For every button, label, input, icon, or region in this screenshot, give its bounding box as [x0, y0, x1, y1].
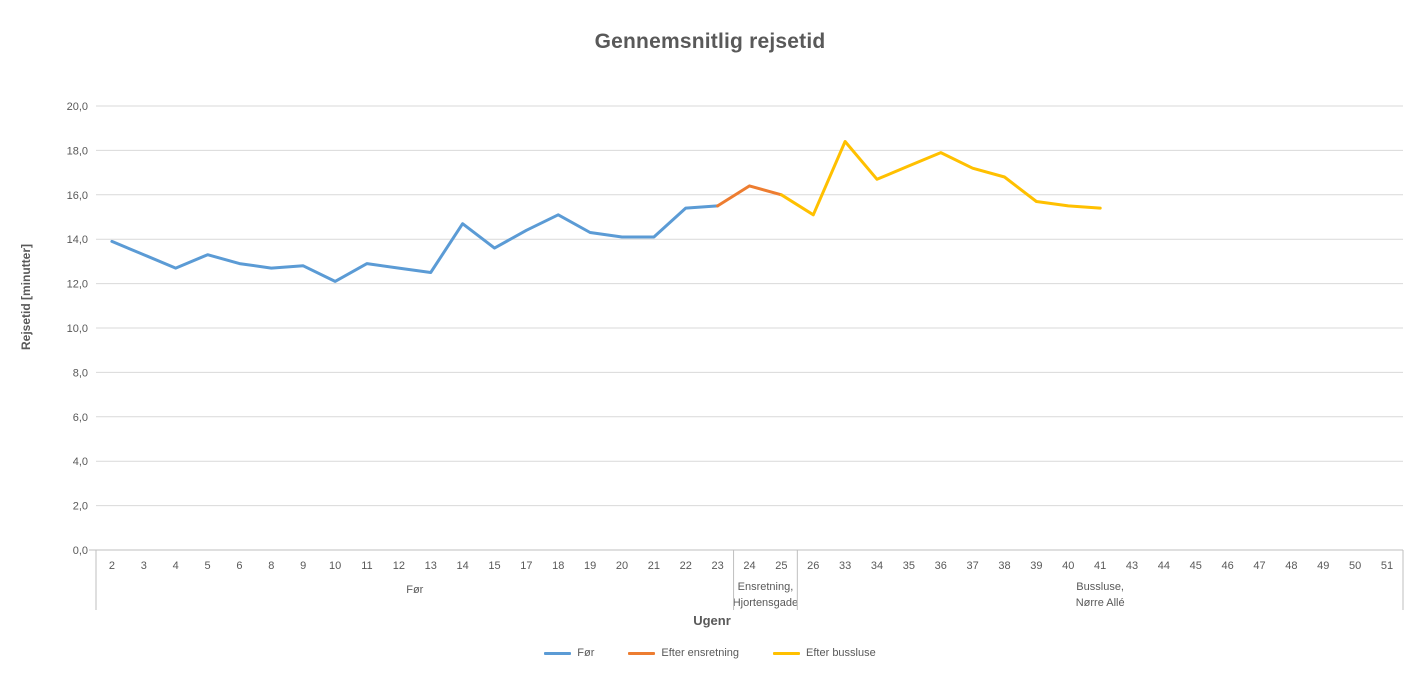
x-tick-label: 41: [1094, 560, 1106, 572]
x-tick-label: 11: [361, 560, 372, 572]
y-tick-label: 2,0: [73, 501, 88, 513]
x-tick-label: 26: [807, 560, 819, 572]
legend-line-swatch: [544, 651, 572, 655]
legend-item-foer: Før: [544, 647, 594, 659]
axis-group-label: Før: [406, 584, 423, 596]
x-tick-label: 39: [1030, 560, 1042, 572]
x-tick-label: 23: [711, 560, 723, 572]
x-tick-label: 33: [839, 560, 851, 572]
y-tick-label: 12,0: [67, 279, 88, 291]
x-tick-label: 45: [1190, 560, 1202, 572]
y-tick-label: 16,0: [67, 190, 88, 202]
x-tick-label: 2: [109, 560, 115, 572]
x-tick-label: 25: [775, 560, 787, 572]
x-tick-label: 6: [236, 560, 242, 572]
x-tick-label: 46: [1222, 560, 1234, 572]
legend-label: Efter ensretning: [661, 647, 740, 659]
x-tick-label: 47: [1253, 560, 1265, 572]
x-tick-label: 50: [1349, 560, 1361, 572]
axis-group-label: Bussluse,: [1076, 581, 1124, 593]
x-tick-label: 17: [520, 560, 532, 572]
x-tick-label: 49: [1317, 560, 1329, 572]
y-tick-label: 10,0: [67, 323, 88, 335]
x-tick-label: 21: [648, 560, 660, 572]
y-tick-label: 4,0: [73, 456, 88, 468]
legend-line-swatch: [773, 651, 801, 655]
x-tick-label: 37: [967, 560, 979, 572]
x-axis-title: Ugenr: [693, 613, 731, 628]
x-tick-label: 8: [268, 560, 274, 572]
series-line-efter-ensretning: [716, 184, 783, 208]
series-line-efter-bussluse: [779, 140, 1102, 217]
x-tick-label: 18: [552, 560, 564, 572]
x-tick-label: 5: [205, 560, 211, 572]
x-tick-label: 43: [1126, 560, 1138, 572]
y-tick-label: 6,0: [73, 412, 88, 424]
y-tick-label: 20,0: [67, 101, 88, 113]
x-tick-label: 9: [300, 560, 306, 572]
legend: Før Efter ensretning Efter bussluse: [0, 647, 1420, 659]
y-tick-label: 18,0: [67, 145, 88, 157]
axis-group-label: Ensretning,: [738, 581, 794, 593]
x-tick-label: 24: [743, 560, 755, 572]
x-tick-label: 10: [329, 560, 341, 572]
chart-title: Gennemsnitlig rejsetid: [594, 30, 826, 53]
x-tick-label: 34: [871, 560, 883, 572]
axis-group-label: Hjortensgade: [733, 597, 798, 609]
x-tick-label: 36: [935, 560, 947, 572]
x-tick-label: 19: [584, 560, 596, 572]
legend-item-efter-ensretning: Efter ensretning: [628, 647, 739, 659]
x-tick-label: 48: [1285, 560, 1297, 572]
y-tick-label: 14,0: [67, 234, 88, 246]
x-tick-label: 4: [173, 560, 179, 572]
x-tick-label: 15: [488, 560, 500, 572]
x-tick-label: 38: [998, 560, 1010, 572]
x-tick-label: 35: [903, 560, 915, 572]
x-tick-label: 51: [1381, 560, 1393, 572]
x-tick-label: 44: [1158, 560, 1170, 572]
legend-label: Efter bussluse: [806, 647, 876, 659]
x-tick-label: 22: [680, 560, 692, 572]
series-line-f-r: [110, 204, 720, 283]
x-tick-label: 20: [616, 560, 628, 572]
y-tick-label: 8,0: [73, 367, 88, 379]
legend-item-efter-bussluse: Efter bussluse: [773, 647, 876, 659]
x-tick-label: 14: [456, 560, 468, 572]
legend-label: Før: [577, 647, 595, 659]
axis-group-label: Nørre Allé: [1076, 597, 1125, 609]
x-tick-label: 3: [141, 560, 147, 572]
x-tick-label: 12: [393, 560, 405, 572]
x-tick-label: 40: [1062, 560, 1074, 572]
x-tick-label: 13: [425, 560, 437, 572]
legend-line-swatch: [628, 651, 656, 655]
y-tick-label: 0,0: [73, 545, 88, 557]
